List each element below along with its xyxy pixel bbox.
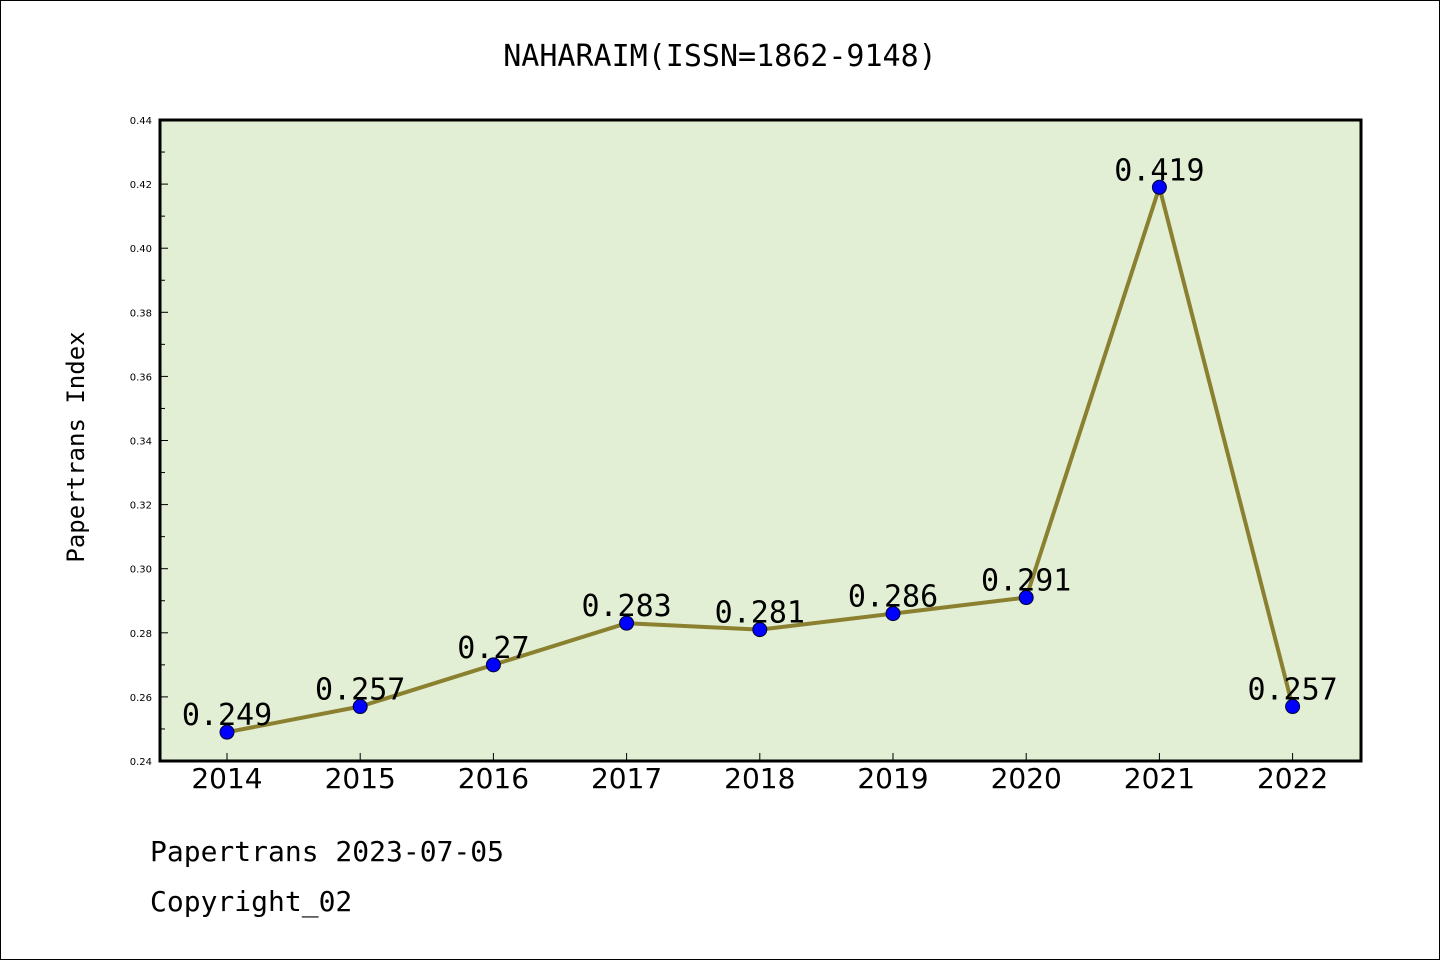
data-point	[1151, 179, 1167, 195]
data-point	[485, 657, 501, 673]
x-tick-label: 2015	[325, 762, 396, 795]
data-point	[1018, 590, 1034, 606]
footer-date: Papertrans 2023-07-05	[150, 835, 505, 868]
x-tick-label: 2020	[991, 762, 1062, 795]
y-tick-label: 0.40	[130, 244, 152, 255]
plot-border	[158, 118, 1363, 763]
data-point	[619, 615, 635, 631]
y-tick-label: 0.32	[130, 501, 152, 512]
chart-title: NAHARAIM(ISSN=1862-9148)	[503, 39, 936, 74]
data-label: 0.419	[1114, 153, 1204, 188]
y-axis-label: Papertrans Index	[62, 331, 90, 562]
data-label: 0.249	[182, 698, 272, 733]
x-tick-label: 2014	[191, 762, 262, 795]
data-point	[219, 724, 235, 740]
y-tick-label: 0.36	[130, 372, 152, 383]
data-label: 0.283	[581, 589, 671, 624]
plot-area	[160, 120, 1361, 761]
x-tick-label: 2017	[591, 762, 662, 795]
y-tick-label: 0.34	[130, 437, 152, 448]
data-point	[1285, 699, 1301, 715]
y-tick-label: 0.28	[130, 629, 152, 640]
data-point	[352, 699, 368, 715]
data-labels-group: 0.249 0.257 0.27 0.283 0.281 0.286 0.291 0.419 0…	[182, 153, 1338, 733]
data-label: 0.27	[457, 631, 529, 666]
y-tick-label: 0.42	[130, 180, 152, 191]
markers-group	[219, 179, 1301, 740]
data-label: 0.291	[981, 564, 1071, 599]
y-tick-label: 0.30	[130, 565, 152, 576]
data-label: 0.257	[1247, 673, 1337, 708]
x-axis: 2014 2015 2016 2017 2018 2019 2020 2021 2022	[191, 753, 1328, 795]
y-tick-label: 0.26	[130, 693, 152, 704]
x-tick-label: 2021	[1124, 762, 1195, 795]
data-label: 0.281	[715, 596, 805, 631]
data-point	[752, 622, 768, 638]
y-tick-label: 0.44	[130, 116, 152, 127]
footer-copyright: Copyright_02	[150, 885, 353, 918]
x-tick-label: 2018	[724, 762, 795, 795]
data-label: 0.286	[848, 580, 938, 615]
x-tick-label: 2016	[458, 762, 529, 795]
x-tick-label: 2019	[857, 762, 928, 795]
data-label: 0.257	[315, 673, 405, 708]
y-tick-label: 0.24	[130, 757, 152, 768]
data-point	[885, 606, 901, 622]
y-tick-label: 0.38	[130, 308, 152, 319]
y-axis: 0.24 0.26 0.28 0.30 0.32 0.34 0.36 0.38 0.40 0.42…	[130, 116, 168, 768]
x-tick-label: 2022	[1257, 762, 1328, 795]
